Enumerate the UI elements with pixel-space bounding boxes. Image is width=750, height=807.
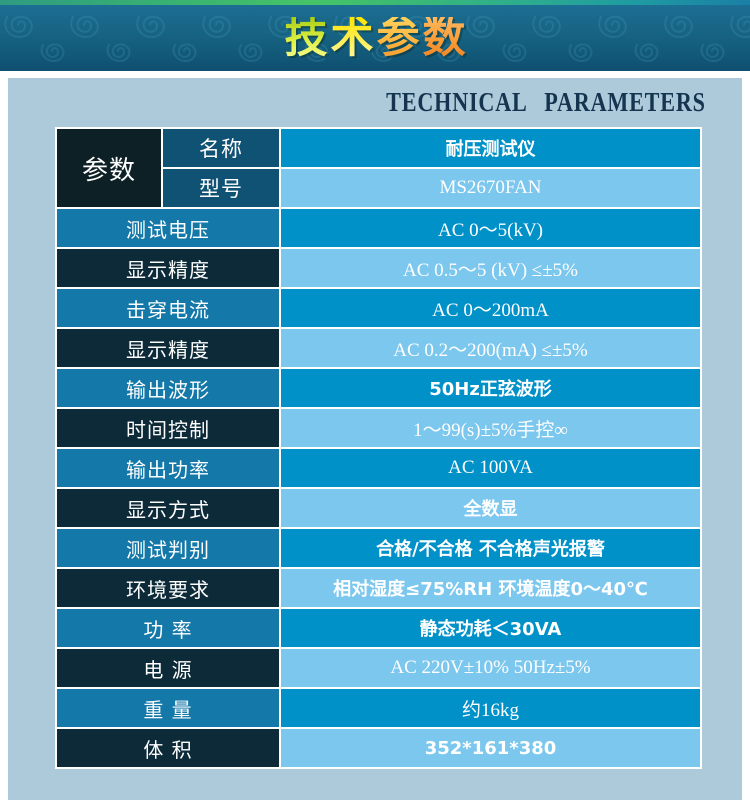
table-row-value: 352*161*380: [281, 729, 700, 767]
table-row-value: 相对湿度≤75%RH 环境温度0～40℃: [281, 569, 700, 607]
table-row-label: 电 源: [57, 649, 279, 687]
param-header-cell: 参数: [57, 129, 161, 207]
table-row-value: AC 0～200mA: [281, 289, 700, 327]
table-row-label: 显示方式: [57, 489, 279, 527]
title-char-2: 术: [330, 12, 374, 63]
title-char-1: 技: [284, 12, 328, 63]
table-row-value: 全数显: [281, 489, 700, 527]
table-row-value: 约16kg: [281, 689, 700, 727]
header-row-value: MS2670FAN: [281, 169, 700, 207]
table-row-label: 击穿电流: [57, 289, 279, 327]
title-char-3: 参: [376, 12, 420, 63]
table-row-label: 显示精度: [57, 249, 279, 287]
header-row-label: 型号: [163, 169, 279, 207]
table-row-value: AC 0.2～200(mA) ≤±5%: [281, 329, 700, 367]
table-row-label: 体 积: [57, 729, 279, 767]
table-row-value: 1～99(s)±5%手控∞: [281, 409, 700, 447]
title-char-4: 数: [422, 12, 466, 63]
table-row-value: 合格/不合格 不合格声光报警: [281, 529, 700, 567]
table-row-label: 输出波形: [57, 369, 279, 407]
table-row-value: AC 220V±10% 50Hz±5%: [281, 649, 700, 687]
header-row-value: 耐压测试仪: [281, 129, 700, 167]
gradient-accent-bar: [0, 0, 750, 5]
spec-table: 参数 名称 耐压测试仪 型号 MS2670FAN 测试电压 AC 0～5(kV)…: [55, 127, 702, 769]
table-row-label: 功 率: [57, 609, 279, 647]
table-row-label: 环境要求: [57, 569, 279, 607]
title-banner: 技 术 参 数: [0, 5, 750, 71]
table-row-value: AC 0～5(kV): [281, 209, 700, 247]
table-row-label: 重 量: [57, 689, 279, 727]
english-subtitle: TECHNICAL PARAMETERS: [386, 87, 706, 117]
table-row-value: AC 0.5～5 (kV) ≤±5%: [281, 249, 700, 287]
table-row-value: 静态功耗＜30VA: [281, 609, 700, 647]
page-title: 技 术 参 数: [0, 5, 750, 71]
content-panel: TECHNICAL PARAMETERS 参数 名称 耐压测试仪 型号 MS26…: [8, 78, 742, 800]
header-row-label: 名称: [163, 129, 279, 167]
table-row-label: 测试判别: [57, 529, 279, 567]
table-row-label: 测试电压: [57, 209, 279, 247]
table-row-label: 输出功率: [57, 449, 279, 487]
table-row-value: 50Hz正弦波形: [281, 369, 700, 407]
table-row-value: AC 100VA: [281, 449, 700, 487]
swirl-pattern-decoration: [0, 5, 750, 71]
table-row-label: 时间控制: [57, 409, 279, 447]
table-row-label: 显示精度: [57, 329, 279, 367]
